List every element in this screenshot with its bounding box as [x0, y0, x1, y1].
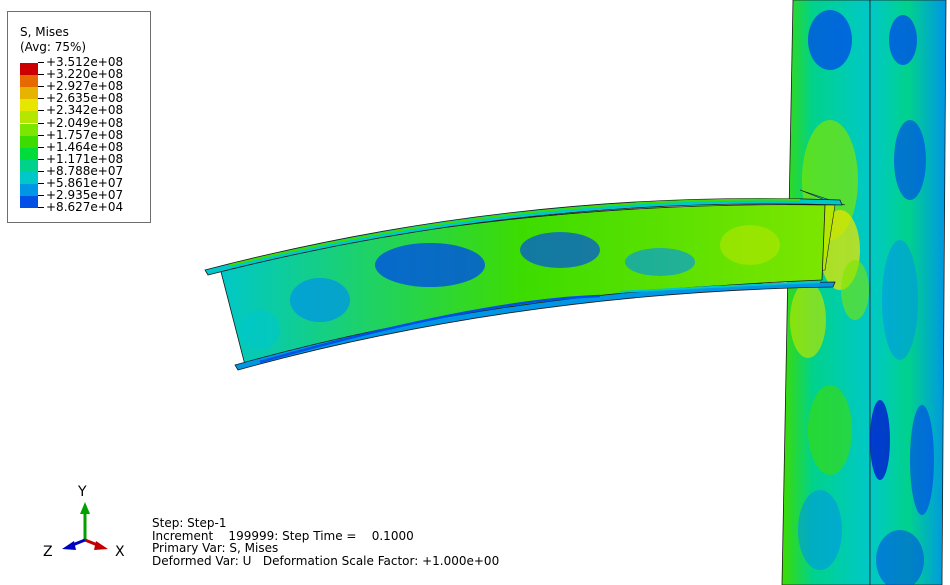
triad-icon	[62, 502, 108, 550]
legend-value: +1.757e+08	[46, 127, 124, 142]
legend-tick	[38, 158, 44, 160]
triad-z-label: Z	[43, 544, 53, 560]
legend-swatch	[20, 147, 38, 160]
triad-y-label: Y	[78, 484, 87, 500]
legend-swatch	[20, 111, 38, 124]
triad-x-label: X	[115, 544, 125, 560]
legend-entry: +1.757e+08	[20, 129, 144, 148]
contour-legend: S, Mises (Avg: 75%) +3.512e+08 +3.220e+08…	[7, 11, 151, 223]
legend-tick	[38, 134, 44, 136]
legend-tick	[38, 62, 44, 63]
step-info-primary-var: Primary Var: S, Mises	[152, 541, 279, 555]
legend-swatch	[20, 87, 38, 100]
legend-entry: +8.627e+04	[20, 201, 144, 220]
legend-value: +2.342e+08	[46, 103, 124, 118]
legend-tick	[38, 74, 44, 76]
legend-tick	[38, 183, 44, 184]
legend-swatch	[20, 135, 38, 148]
legend-value: +2.635e+08	[46, 91, 124, 106]
legend-swatch	[20, 75, 38, 88]
legend-value: +2.935e+07	[46, 188, 124, 203]
legend-entry: +1.464e+08	[20, 141, 144, 160]
axis-triad: Y X Z	[30, 478, 140, 578]
legend-swatch	[20, 63, 38, 75]
legend-value: +2.049e+08	[46, 115, 124, 130]
legend-value: +8.788e+07	[46, 163, 124, 178]
legend-entry: +2.935e+07	[20, 189, 144, 209]
legend-tick	[38, 110, 44, 112]
legend-subtitle: (Avg: 75%)	[20, 40, 87, 54]
legend-entry: +2.342e+08	[20, 104, 144, 124]
legend-tick	[38, 170, 44, 172]
legend-entry: +3.512e+08	[20, 56, 144, 75]
legend-entry: +2.635e+08	[20, 92, 144, 112]
legend-swatch	[20, 171, 38, 184]
legend-value: +2.927e+08	[46, 79, 124, 94]
legend-value: +1.464e+08	[46, 139, 124, 154]
step-info-increment: Increment 199999: Step Time = 0.1000	[152, 528, 414, 543]
legend-entry: +2.927e+08	[20, 80, 144, 100]
legend-swatch	[20, 184, 38, 196]
beam	[204, 198, 843, 371]
legend-tick	[38, 207, 44, 209]
legend-tick	[38, 195, 44, 197]
step-info-step: Step: Step-1	[152, 516, 227, 530]
legend-tick	[38, 98, 44, 100]
legend-entry: +3.220e+08	[20, 68, 144, 88]
legend-swatch	[20, 99, 38, 112]
legend-value: +5.861e+07	[46, 176, 124, 190]
legend-swatch	[20, 159, 38, 172]
legend-value: +8.627e+04	[46, 200, 124, 215]
legend-value: +3.220e+08	[46, 67, 124, 82]
legend-tick	[38, 146, 44, 148]
legend-value: +3.512e+08	[46, 55, 124, 69]
legend-swatch	[20, 123, 38, 136]
legend-entry: +2.049e+08	[20, 117, 144, 136]
legend-entry: +1.171e+08	[20, 153, 144, 172]
legend-title: S, Mises	[20, 25, 69, 39]
column	[781, 0, 947, 585]
legend-entry: +8.788e+07	[20, 165, 144, 184]
legend-swatch	[20, 196, 38, 209]
step-info-deformed-var: Deformed Var: U Deformation Scale Factor…	[152, 553, 500, 568]
legend-tick	[38, 122, 44, 124]
legend-value: +1.171e+08	[46, 151, 124, 166]
legend-tick	[38, 86, 44, 88]
step-info: Step: Step-1 Increment 199999: Step Time …	[152, 517, 499, 567]
legend-entry: +5.861e+07	[20, 177, 144, 196]
